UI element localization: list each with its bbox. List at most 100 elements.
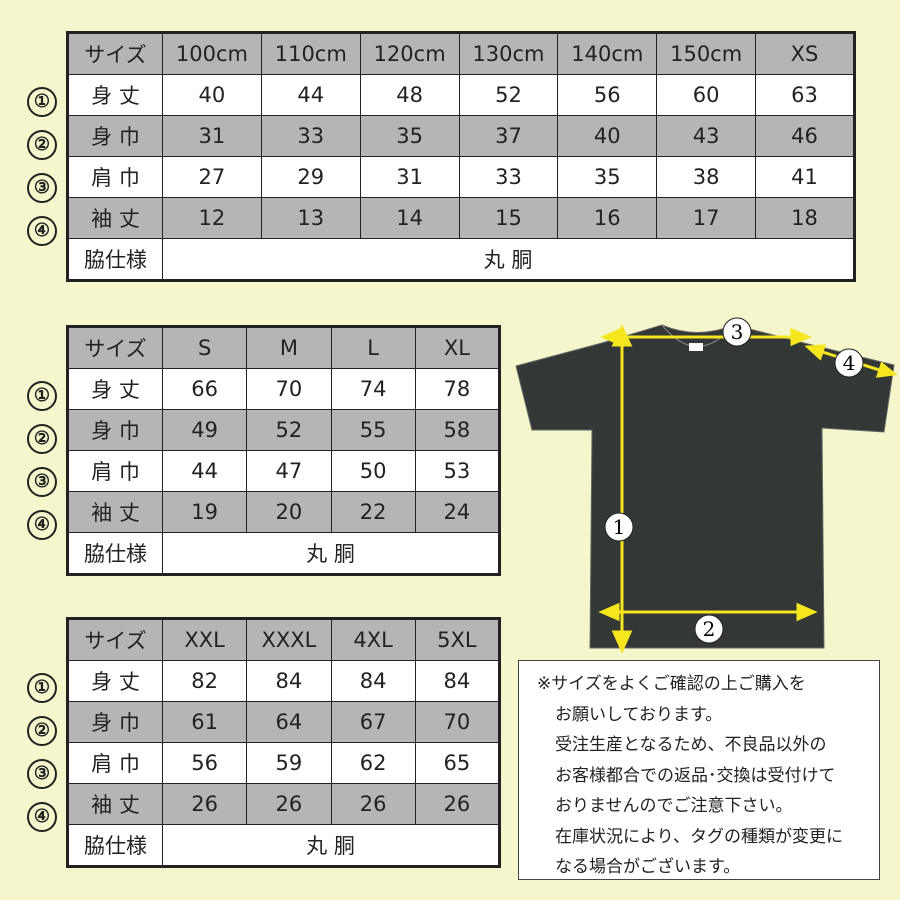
- table-row: 肩 巾 44 47 50 53: [67, 450, 501, 492]
- header-cell: L: [330, 326, 416, 369]
- value-cell: 20: [246, 491, 332, 533]
- header-cell: XXL: [161, 618, 248, 661]
- row-label: 身 巾: [67, 701, 163, 743]
- value-cell: 65: [414, 742, 501, 784]
- header-row: サイズ XXL XXXL 4XL 5XL: [67, 618, 501, 661]
- svg-text:4: 4: [843, 351, 856, 375]
- row-label: 身 巾: [67, 115, 163, 157]
- value-cell: 22: [330, 491, 416, 533]
- value-cell: 15: [458, 197, 559, 239]
- header-cell: XS: [755, 32, 855, 75]
- row-number-badge: ②: [27, 130, 57, 160]
- value-cell: 46: [755, 115, 855, 157]
- row-number-badge: ④: [27, 216, 57, 246]
- value-cell: 67: [330, 701, 416, 743]
- row-label: 肩 巾: [67, 742, 163, 784]
- size-table: サイズ 100cm 110cm 120cm 130cm 140cm 150cm XS 身 丈 40…: [66, 31, 856, 282]
- value-cell: 17: [656, 197, 757, 239]
- value-cell: 26: [161, 783, 248, 825]
- svg-text:3: 3: [731, 320, 744, 344]
- value-cell: 37: [458, 115, 559, 157]
- row-label: 身 丈: [67, 74, 163, 116]
- marker-2: 2: [694, 614, 724, 644]
- row-label: 身 丈: [67, 660, 163, 702]
- size-table: サイズ S M L XL 身 丈 66 70 74 78 身 巾 49 52 55 58 肩 巾 44 47 50 5…: [66, 325, 501, 576]
- side-value: 丸 胴: [162, 532, 500, 575]
- header-cell: 110cm: [260, 32, 361, 75]
- side-row: 脇仕様丸 胴: [67, 532, 500, 575]
- value-cell: 27: [162, 156, 262, 198]
- row-label: 肩 巾: [67, 450, 163, 492]
- value-cell: 78: [414, 368, 501, 410]
- value-cell: 40: [162, 74, 262, 116]
- value-cell: 24: [414, 491, 501, 533]
- header-cell: XL: [414, 326, 501, 369]
- row-number-badge: ①: [27, 381, 57, 411]
- value-cell: 64: [246, 701, 332, 743]
- value-cell: 52: [246, 409, 332, 451]
- value-cell: 56: [557, 74, 658, 116]
- row-number-badge: ①: [27, 87, 57, 117]
- value-cell: 52: [458, 74, 559, 116]
- value-cell: 53: [414, 450, 501, 492]
- value-cell: 59: [246, 742, 332, 784]
- notice-box: ※サイズをよくご確認の上ご購入を お願いしております。 受注生産となるため、不良…: [518, 660, 880, 880]
- value-cell: 29: [260, 156, 361, 198]
- notice-line: おりませんのでご注意下さい。: [555, 796, 793, 816]
- header-cell: サイズ: [67, 618, 163, 661]
- size-table: サイズ XXL XXXL 4XL 5XL 身 丈 82 84 84 84 身 巾 61 64 67 70 肩 …: [66, 617, 501, 868]
- marker-4: 4: [834, 348, 864, 378]
- row-label: 身 丈: [67, 368, 163, 410]
- header-row: サイズ S M L XL: [67, 326, 501, 369]
- value-cell: 63: [755, 74, 855, 116]
- value-cell: 33: [260, 115, 361, 157]
- value-cell: 26: [414, 783, 501, 825]
- value-cell: 48: [359, 74, 460, 116]
- value-cell: 40: [557, 115, 658, 157]
- value-cell: 74: [330, 368, 416, 410]
- row-label: 袖 丈: [67, 197, 163, 239]
- value-cell: 31: [162, 115, 262, 157]
- header-cell: 120cm: [359, 32, 460, 75]
- value-cell: 62: [330, 742, 416, 784]
- value-cell: 35: [557, 156, 658, 198]
- row-number-badge: ④: [27, 802, 57, 832]
- table-row: 袖 丈 26 26 26 26: [67, 783, 501, 825]
- value-cell: 35: [359, 115, 460, 157]
- row-number-badge: ③: [27, 759, 57, 789]
- side-value: 丸 胴: [162, 824, 500, 867]
- value-cell: 82: [161, 660, 248, 702]
- value-cell: 84: [330, 660, 416, 702]
- header-cell: サイズ: [67, 326, 163, 369]
- table-row: 肩 巾 27 29 31 33 35 38 41: [67, 156, 855, 198]
- marker-3: 3: [722, 317, 752, 347]
- notice-line: ※サイズをよくご確認の上ご購入を: [537, 674, 806, 694]
- side-label: 脇仕様: [67, 238, 163, 281]
- row-label: 袖 丈: [67, 783, 163, 825]
- table-row: 身 丈 82 84 84 84: [67, 660, 501, 702]
- value-cell: 70: [246, 368, 332, 410]
- value-cell: 44: [161, 450, 248, 492]
- value-cell: 12: [162, 197, 262, 239]
- value-cell: 19: [161, 491, 248, 533]
- value-cell: 55: [330, 409, 416, 451]
- row-label: 身 巾: [67, 409, 163, 451]
- table-row: 袖 丈 19 20 22 24: [67, 491, 501, 533]
- tshirt-shape: [515, 324, 895, 649]
- value-cell: 56: [161, 742, 248, 784]
- notice-line: なる場合がございます。: [555, 857, 741, 877]
- value-cell: 49: [161, 409, 248, 451]
- tag-icon: [689, 343, 703, 351]
- table-row: 身 巾 31 33 35 37 40 43 46: [67, 115, 855, 157]
- table-row: 身 巾 49 52 55 58: [67, 409, 501, 451]
- header-cell: M: [246, 326, 332, 369]
- value-cell: 50: [330, 450, 416, 492]
- header-cell: 150cm: [656, 32, 757, 75]
- notice-line: 受注生産となるため、不良品以外の: [555, 735, 827, 755]
- value-cell: 61: [161, 701, 248, 743]
- value-cell: 38: [656, 156, 757, 198]
- side-row: 脇仕様丸 胴: [67, 238, 855, 281]
- value-cell: 14: [359, 197, 460, 239]
- value-cell: 70: [414, 701, 501, 743]
- row-number-badge: ②: [27, 716, 57, 746]
